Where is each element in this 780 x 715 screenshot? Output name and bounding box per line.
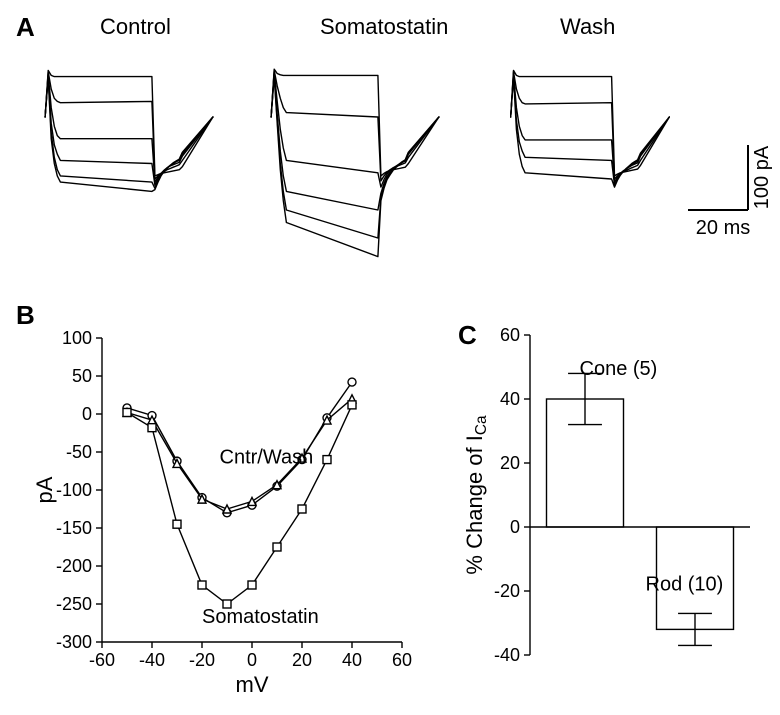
svg-text:40: 40 bbox=[342, 650, 362, 670]
panel-a-title: Wash bbox=[560, 14, 615, 40]
marker-square bbox=[298, 505, 306, 513]
panel-a-title: Control bbox=[100, 14, 171, 40]
svg-text:-40: -40 bbox=[139, 650, 165, 670]
marker-square bbox=[123, 408, 131, 416]
svg-text:20: 20 bbox=[500, 453, 520, 473]
svg-text:0: 0 bbox=[510, 517, 520, 537]
svg-text:-40: -40 bbox=[494, 645, 520, 665]
svg-text:50: 50 bbox=[72, 366, 92, 386]
svg-text:-150: -150 bbox=[56, 518, 92, 538]
y-axis-label: % Change of ICa bbox=[462, 415, 490, 575]
svg-text:-300: -300 bbox=[56, 632, 92, 652]
svg-text:20: 20 bbox=[292, 650, 312, 670]
marker-square bbox=[273, 543, 281, 551]
svg-text:-60: -60 bbox=[89, 650, 115, 670]
y-axis-label: pA bbox=[32, 476, 57, 503]
svg-text:0: 0 bbox=[247, 650, 257, 670]
traces-control bbox=[34, 56, 224, 271]
panel-a-title: Somatostatin bbox=[320, 14, 448, 40]
marker-triangle bbox=[223, 505, 231, 513]
svg-text:0: 0 bbox=[82, 404, 92, 424]
annot-cntr-wash: Cntr/Wash bbox=[220, 446, 314, 468]
marker-square bbox=[348, 401, 356, 409]
marker-square bbox=[173, 520, 181, 528]
iv-chart: -300-250-200-150-100-50050100-60-40-2002… bbox=[30, 322, 420, 698]
annot-somatostatin: Somatostatin bbox=[202, 606, 319, 628]
panel-a-label: A bbox=[16, 12, 35, 43]
marker-square bbox=[198, 581, 206, 589]
svg-text:-20: -20 bbox=[189, 650, 215, 670]
marker-triangle bbox=[248, 497, 256, 505]
svg-text:20 ms: 20 ms bbox=[696, 217, 750, 239]
svg-text:-50: -50 bbox=[66, 442, 92, 462]
x-axis-label: mV bbox=[236, 672, 269, 697]
scalebar: 100 pA20 ms bbox=[683, 130, 780, 260]
traces-wash bbox=[500, 56, 680, 271]
svg-text:40: 40 bbox=[500, 389, 520, 409]
svg-text:-20: -20 bbox=[494, 581, 520, 601]
marker-circle bbox=[348, 378, 356, 386]
svg-text:-200: -200 bbox=[56, 556, 92, 576]
svg-text:60: 60 bbox=[392, 650, 412, 670]
svg-text:60: 60 bbox=[500, 325, 520, 345]
svg-text:100: 100 bbox=[62, 328, 92, 348]
marker-square bbox=[248, 581, 256, 589]
marker-square bbox=[148, 424, 156, 432]
traces-somatostatin bbox=[260, 56, 450, 271]
marker-square bbox=[323, 456, 331, 464]
bar-chart: -40 -20 0 20 40 60 % Change of ICa Cone (5) Rod … bbox=[460, 325, 760, 665]
svg-text:-250: -250 bbox=[56, 594, 92, 614]
svg-text:100 pA: 100 pA bbox=[751, 145, 773, 209]
bar-label-cone: Cone (5) bbox=[580, 358, 658, 380]
bar-label-rod: Rod (10) bbox=[646, 574, 724, 596]
svg-text:-100: -100 bbox=[56, 480, 92, 500]
